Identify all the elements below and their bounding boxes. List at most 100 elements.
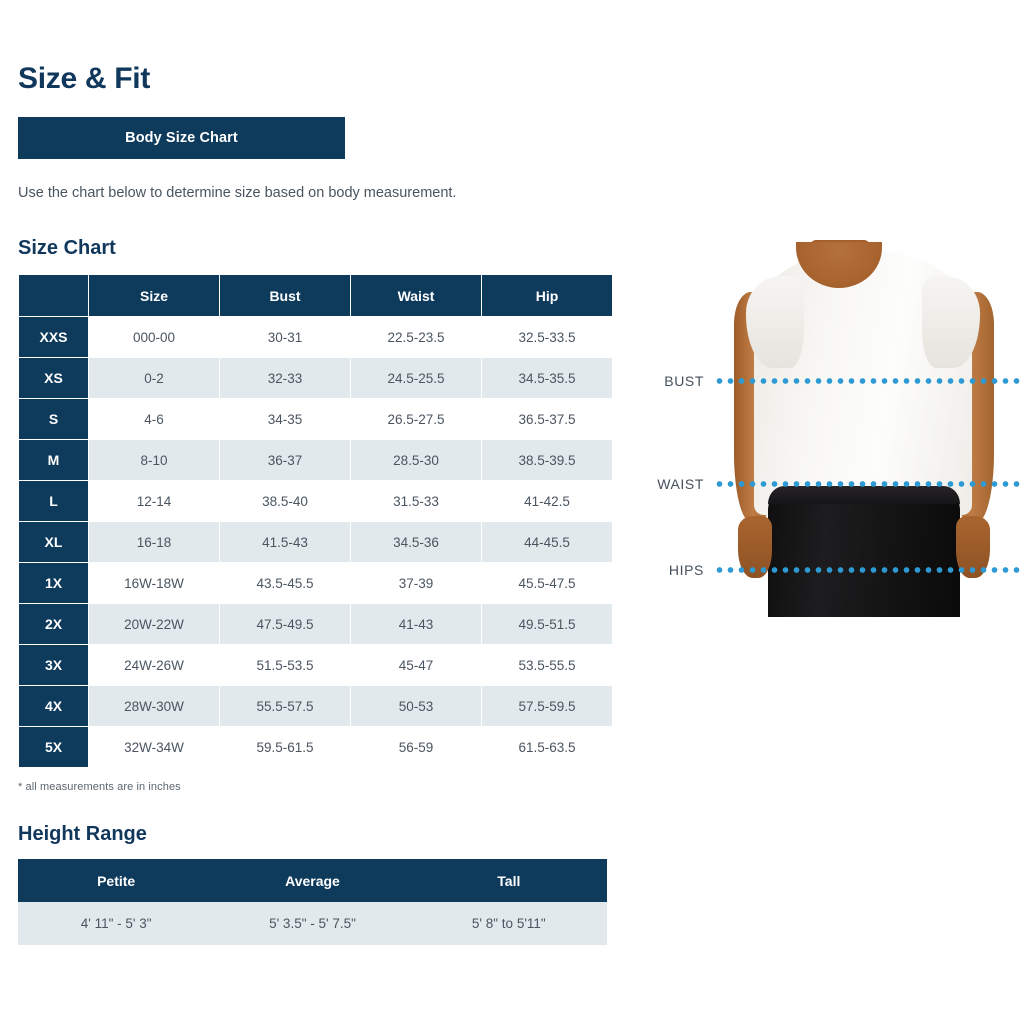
cell-size: 24W-26W (89, 645, 219, 686)
model-pants (768, 486, 960, 625)
height-range-header-row: Petite Average Tall (18, 859, 607, 903)
row-label-xs: XS (19, 358, 88, 399)
table-row: XS 0-2 32-33 24.5-25.5 34.5-35.5 (19, 358, 612, 399)
model-pants-waistband (768, 486, 960, 504)
model-sleeve-right (922, 276, 980, 368)
measurement-label-waist: WAIST (657, 476, 704, 492)
cell-size: 4-6 (89, 399, 219, 440)
intro-text: Use the chart below to determine size ba… (18, 185, 457, 201)
table-row: 5X 32W-34W 59.5-61.5 56-59 61.5-63.5 (19, 727, 612, 768)
tab-body-size-chart[interactable]: Body Size Chart (18, 117, 345, 159)
cell-hip: 57.5-59.5 (482, 686, 612, 727)
cell-size: 16-18 (89, 522, 219, 563)
size-chart-heading: Size Chart (18, 237, 116, 260)
measurement-line-bust: BUST (628, 371, 1024, 391)
row-label-4x: 4X (19, 686, 88, 727)
cell-size: 32W-34W (89, 727, 219, 768)
cell-hip: 34.5-35.5 (482, 358, 612, 399)
column-header-bust: Bust (220, 275, 350, 317)
dotted-line-icon (714, 378, 1024, 384)
table-row: 4X 28W-30W 55.5-57.5 50-53 57.5-59.5 (19, 686, 612, 727)
height-range-tbody: 4' 11" - 5' 3" 5' 3.5" - 5' 7.5" 5' 8" t… (18, 902, 607, 946)
row-label-3x: 3X (19, 645, 88, 686)
row-label-xxs: XXS (19, 317, 88, 358)
measurement-label-bust: BUST (664, 373, 704, 389)
measurement-diagram: BUST WAIST HIPS (628, 230, 1024, 630)
cell-waist: 50-53 (351, 686, 481, 727)
measurement-label-hips: HIPS (668, 562, 704, 578)
column-header-hip: Hip (482, 275, 612, 317)
measurement-line-waist: WAIST (628, 474, 1024, 494)
cell-bust: 43.5-45.5 (220, 563, 350, 604)
cell-waist: 56-59 (351, 727, 481, 768)
cell-petite: 4' 11" - 5' 3" (18, 902, 215, 946)
cell-size: 20W-22W (89, 604, 219, 645)
cell-hip: 32.5-33.5 (482, 317, 612, 358)
cell-hip: 61.5-63.5 (482, 727, 612, 768)
table-row: 2X 20W-22W 47.5-49.5 41-43 49.5-51.5 (19, 604, 612, 645)
cell-waist: 37-39 (351, 563, 481, 604)
cell-hip: 36.5-37.5 (482, 399, 612, 440)
size-chart-thead: Size Bust Waist Hip (19, 275, 612, 317)
dotted-line-icon (714, 481, 1024, 487)
column-header-petite: Petite (18, 859, 215, 903)
row-label-xl: XL (19, 522, 88, 563)
cell-hip: 44-45.5 (482, 522, 612, 563)
cell-bust: 59.5-61.5 (220, 727, 350, 768)
table-row: 1X 16W-18W 43.5-45.5 37-39 45.5-47.5 (19, 563, 612, 604)
photo-bottom-edge (724, 617, 1002, 625)
column-header-average: Average (214, 859, 411, 903)
row-label-l: L (19, 481, 88, 522)
table-row: 4' 11" - 5' 3" 5' 3.5" - 5' 7.5" 5' 8" t… (18, 902, 607, 946)
cell-bust: 47.5-49.5 (220, 604, 350, 645)
cell-waist: 24.5-25.5 (351, 358, 481, 399)
dotted-line-icon (714, 567, 1024, 573)
cell-waist: 28.5-30 (351, 440, 481, 481)
cell-bust: 41.5-43 (220, 522, 350, 563)
cell-waist: 26.5-27.5 (351, 399, 481, 440)
cell-hip: 45.5-47.5 (482, 563, 612, 604)
cell-bust: 32-33 (220, 358, 350, 399)
cell-bust: 55.5-57.5 (220, 686, 350, 727)
size-fit-panel: Size & Fit Body Size Chart Use the chart… (18, 0, 618, 946)
cell-size: 28W-30W (89, 686, 219, 727)
cell-waist: 31.5-33 (351, 481, 481, 522)
row-label-s: S (19, 399, 88, 440)
cell-waist: 41-43 (351, 604, 481, 645)
table-row: M 8-10 36-37 28.5-30 38.5-39.5 (19, 440, 612, 481)
table-row: XXS 000-00 30-31 22.5-23.5 32.5-33.5 (19, 317, 612, 358)
page-title: Size & Fit (18, 62, 151, 95)
cell-waist: 34.5-36 (351, 522, 481, 563)
measurement-line-hips: HIPS (628, 560, 1024, 580)
cell-size: 0-2 (89, 358, 219, 399)
cell-bust: 34-35 (220, 399, 350, 440)
cell-hip: 38.5-39.5 (482, 440, 612, 481)
cell-hip: 41-42.5 (482, 481, 612, 522)
table-row: S 4-6 34-35 26.5-27.5 36.5-37.5 (19, 399, 612, 440)
column-header-size: Size (89, 275, 219, 317)
size-chart-table: Size Bust Waist Hip XXS 000-00 30-31 22.… (18, 274, 613, 769)
model-sleeve-left (746, 276, 804, 368)
column-header-waist: Waist (351, 275, 481, 317)
height-range-table: Petite Average Tall 4' 11" - 5' 3" 5' 3.… (18, 859, 607, 946)
measurements-footnote: * all measurements are in inches (18, 781, 181, 794)
cell-average: 5' 3.5" - 5' 7.5" (214, 902, 411, 946)
cell-waist: 22.5-23.5 (351, 317, 481, 358)
cell-hip: 53.5-55.5 (482, 645, 612, 686)
row-label-5x: 5X (19, 727, 88, 768)
cell-bust: 51.5-53.5 (220, 645, 350, 686)
size-chart-tbody: XXS 000-00 30-31 22.5-23.5 32.5-33.5 XS … (19, 317, 612, 768)
row-label-1x: 1X (19, 563, 88, 604)
table-row: XL 16-18 41.5-43 34.5-36 44-45.5 (19, 522, 612, 563)
column-header-tall: Tall (410, 859, 607, 903)
cell-bust: 36-37 (220, 440, 350, 481)
cell-hip: 49.5-51.5 (482, 604, 612, 645)
cell-size: 12-14 (89, 481, 219, 522)
cell-bust: 30-31 (220, 317, 350, 358)
row-label-2x: 2X (19, 604, 88, 645)
cell-tall: 5' 8" to 5'11" (410, 902, 607, 946)
tab-body-size-chart-label: Body Size Chart (125, 130, 238, 146)
cell-bust: 38.5-40 (220, 481, 350, 522)
table-row: L 12-14 38.5-40 31.5-33 41-42.5 (19, 481, 612, 522)
table-row: 3X 24W-26W 51.5-53.5 45-47 53.5-55.5 (19, 645, 612, 686)
